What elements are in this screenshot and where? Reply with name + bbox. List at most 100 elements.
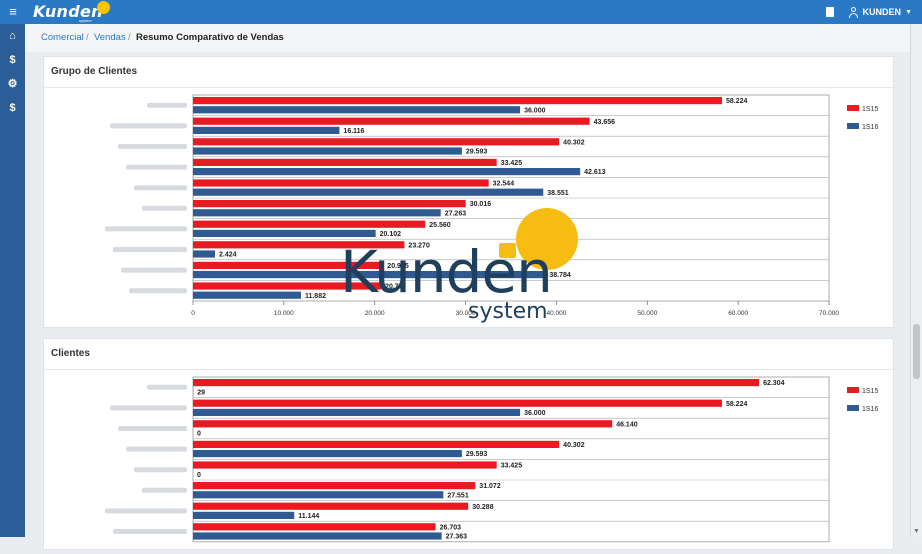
bar-1s16 — [193, 292, 301, 299]
bar-value-label: 40.302 — [563, 442, 585, 449]
user-menu[interactable]: KUNDEN ▼ — [848, 7, 912, 18]
breadcrumb-separator: / — [86, 32, 89, 43]
bar-1s15 — [193, 138, 559, 145]
legend-swatch — [847, 387, 859, 393]
bar-value-label: 29 — [197, 389, 205, 396]
bar-value-label: 2.424 — [219, 252, 237, 259]
home-icon[interactable]: ⌂ — [0, 26, 25, 46]
bar-1s15 — [193, 282, 381, 289]
legend-swatch — [847, 405, 859, 411]
legend-label: 1S16 — [862, 124, 878, 131]
category-label-blurred — [142, 206, 187, 211]
legend-swatch — [847, 123, 859, 129]
bar-value-label: 23.270 — [408, 242, 430, 249]
logo[interactable]: Kunden system — [33, 1, 113, 23]
bar-1s16 — [193, 409, 520, 416]
legend-label: 1S16 — [862, 406, 878, 413]
dollar-icon[interactable]: $ — [0, 50, 25, 70]
bar-value-label: 46.140 — [616, 421, 638, 428]
scrollbar-thumb[interactable] — [913, 324, 920, 379]
user-icon — [848, 7, 859, 18]
scrollbar[interactable]: ▼ — [910, 24, 922, 537]
bar-value-label: 38.551 — [547, 190, 569, 197]
bar-value-label: 32.544 — [493, 181, 515, 188]
bar-value-label: 20.945 — [387, 263, 409, 270]
bar-value-label: 30.016 — [470, 201, 492, 208]
bar-value-label: 40.302 — [563, 139, 585, 146]
top-bar: ≡ Kunden system KUNDEN ▼ — [0, 0, 922, 24]
bar-value-label: 26.703 — [440, 524, 462, 531]
category-label-blurred — [105, 508, 187, 513]
logo-dot — [97, 1, 110, 14]
logo-text: Kunden — [33, 2, 103, 21]
bar-value-label: 25.560 — [429, 222, 451, 229]
legend-label: 1S15 — [862, 388, 878, 395]
bar-1s15 — [193, 420, 612, 427]
bar-1s15 — [193, 200, 466, 207]
legend-label: 1S15 — [862, 106, 878, 113]
bar-1s15 — [193, 97, 722, 104]
breadcrumb-separator: / — [128, 32, 131, 43]
x-tick-label: 0 — [191, 310, 195, 317]
dollar-icon[interactable]: $ — [0, 98, 25, 118]
bar-value-label: 30.288 — [472, 504, 494, 511]
category-label-blurred — [126, 165, 187, 170]
bar-1s15 — [193, 461, 497, 468]
breadcrumb-vendas[interactable]: Vendas — [94, 32, 126, 43]
scroll-down-arrow[interactable]: ▼ — [913, 528, 920, 535]
category-label-blurred — [118, 426, 187, 431]
bar-1s15 — [193, 179, 489, 186]
bar-1s15 — [193, 482, 475, 489]
category-label-blurred — [142, 488, 187, 493]
bar-1s15 — [193, 400, 722, 407]
bar-1s16 — [193, 106, 520, 113]
bar-value-label: 29.593 — [466, 149, 488, 156]
bar-1s15 — [193, 159, 497, 166]
breadcrumb-comercial[interactable]: Comercial — [41, 32, 84, 43]
top-right-actions: KUNDEN ▼ — [826, 0, 912, 24]
cogs-icon[interactable]: ⚙ — [0, 74, 25, 94]
bar-value-label: 11.144 — [298, 513, 319, 520]
bar-value-label: 20.70 — [385, 284, 403, 291]
x-tick-label: 20.000 — [365, 310, 385, 317]
bar-value-label: 58.224 — [726, 401, 748, 408]
bar-value-label: 31.072 — [479, 483, 501, 490]
bar-value-label: 27.363 — [446, 534, 468, 541]
bar-value-label: 43.656 — [594, 119, 616, 126]
legend-swatch — [847, 105, 859, 111]
user-label: KUNDEN — [863, 7, 902, 17]
bar-value-label: 20.102 — [380, 231, 402, 238]
bar-value-label: 62.304 — [763, 380, 785, 387]
menu-icon[interactable]: ≡ — [6, 4, 20, 20]
logo-sub: system — [79, 18, 92, 23]
x-tick-label: 50.000 — [637, 310, 657, 317]
category-label-blurred — [110, 123, 187, 128]
bar-chart-clientes: 62.3042958.22436.00046.140040.30229.5933… — [44, 339, 893, 549]
bar-1s15 — [193, 241, 404, 248]
bar-1s16 — [193, 491, 443, 498]
bar-1s16 — [193, 512, 294, 519]
x-tick-label: 60.000 — [728, 310, 748, 317]
book-icon[interactable] — [826, 7, 834, 17]
bar-chart-grupo: 58.22436.00043.65616.11640.30229.59333.4… — [44, 57, 893, 327]
breadcrumb: Comercial / Vendas / Resumo Comparativo … — [25, 24, 910, 53]
bar-1s16 — [193, 168, 580, 175]
x-tick-label: 10.000 — [274, 310, 294, 317]
bar-1s15 — [193, 118, 590, 125]
category-label-blurred — [113, 247, 187, 252]
bar-value-label: 58.224 — [726, 98, 748, 105]
caret-down-icon: ▼ — [905, 9, 912, 16]
category-label-blurred — [134, 185, 187, 190]
bar-1s15 — [193, 441, 559, 448]
sidebar: ⌂ $ ⚙ $ — [0, 24, 25, 537]
bar-value-label: 42.613 — [584, 169, 606, 176]
x-tick-label: 30.000 — [456, 310, 476, 317]
bar-value-label: 33.425 — [501, 160, 523, 167]
category-label-blurred — [105, 226, 187, 231]
bar-1s16 — [193, 230, 376, 237]
category-label-blurred — [126, 447, 187, 452]
breadcrumb-current: Resumo Comparativo de Vendas — [136, 32, 284, 43]
category-label-blurred — [118, 144, 187, 149]
